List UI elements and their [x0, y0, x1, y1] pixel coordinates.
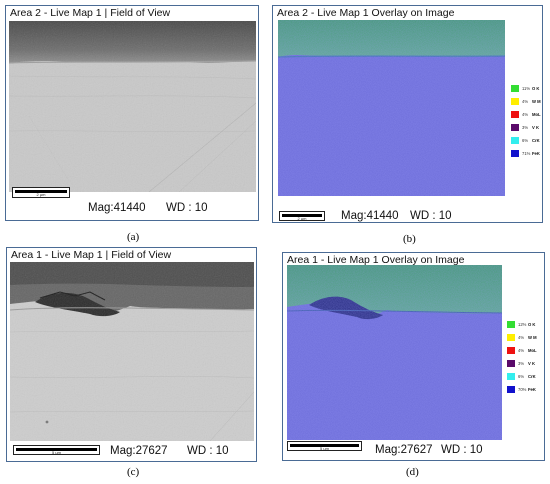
panel-c-scalebar: 5 µm	[13, 445, 100, 455]
legend-swatch	[511, 97, 519, 105]
panel-b-caption: (b)	[403, 233, 416, 245]
legend-swatch	[507, 359, 515, 367]
legend-item: 4% W M	[507, 333, 537, 341]
panel-b-working-distance: WD : 10	[410, 210, 452, 222]
legend-pct: 6%	[518, 373, 525, 379]
legend-element: CrK	[528, 373, 536, 379]
legend-element: O K	[532, 85, 540, 91]
panel-d-overlay-map	[287, 265, 502, 440]
panel-d: Area 1 - Live Map 1 Overlay on Image 12%…	[282, 252, 545, 461]
legend-swatch	[511, 110, 519, 118]
legend-pct: 4%	[518, 334, 525, 340]
panel-a-micrograph	[9, 21, 256, 192]
legend-swatch	[507, 385, 515, 393]
legend-pct: 71%	[522, 150, 531, 156]
panel-c-scalebar-label: 5 µm	[52, 450, 61, 455]
legend-swatch	[511, 149, 519, 157]
legend-item: 4% W M	[511, 97, 541, 105]
legend-swatch	[507, 372, 515, 380]
panel-a-magnification: Mag:41440	[88, 202, 146, 214]
legend-element: O K	[528, 321, 536, 327]
panel-c-scalebar-bar	[16, 448, 97, 451]
panel-b-scalebar-bar	[282, 214, 322, 217]
legend-element: FeK	[528, 386, 536, 392]
legend-element: MoL	[528, 347, 537, 353]
panel-a-scalebar-bar	[15, 190, 67, 193]
panel-b-overlay-map	[278, 20, 505, 196]
panel-d-magnification: Mag:27627	[375, 444, 433, 456]
panel-a-scalebar-label: 2 µm	[36, 192, 46, 197]
panel-a: Area 2 - Live Map 1 | Field of View 2 µm…	[5, 5, 259, 221]
panel-c-magnification: Mag:27627	[110, 445, 168, 457]
panel-a-working-distance: WD : 10	[166, 202, 208, 214]
panel-b-scalebar-label: 2 µm	[297, 216, 307, 221]
legend-swatch	[511, 84, 519, 92]
legend-pct: 12%	[518, 321, 527, 327]
panel-b-legend: 11% O K 4% W M 4% MoL 3% V K 6% CrK 71% FeK	[511, 84, 541, 162]
legend-pct: 4%	[522, 111, 529, 117]
panel-b: Area 2 - Live Map 1 Overlay on Image 11%…	[272, 5, 543, 223]
legend-pct: 11%	[522, 85, 531, 91]
panel-a-caption: (a)	[127, 231, 140, 243]
legend-element: MoL	[532, 111, 541, 117]
legend-pct: 70%	[518, 386, 527, 392]
panel-d-caption: (d)	[406, 466, 419, 478]
legend-pct: 6%	[522, 137, 529, 143]
legend-swatch	[511, 123, 519, 131]
legend-element: FeK	[532, 150, 540, 156]
panel-c-micrograph	[10, 262, 254, 441]
panel-d-scalebar-label: 5 µm	[320, 446, 329, 451]
legend-item: 71% FeK	[511, 149, 541, 157]
legend-pct: 4%	[518, 347, 525, 353]
legend-element: W M	[532, 98, 541, 104]
legend-item: 3% V K	[511, 123, 541, 131]
panel-b-scalebar: 2 µm	[279, 211, 325, 221]
legend-pct: 4%	[522, 98, 529, 104]
panel-d-scalebar-bar	[290, 444, 359, 447]
legend-item: 4% MoL	[511, 110, 541, 118]
legend-item: 4% MoL	[507, 346, 537, 354]
legend-element: W M	[528, 334, 537, 340]
legend-element: V K	[528, 360, 535, 366]
panel-d-working-distance: WD : 10	[441, 444, 483, 456]
panel-b-magnification: Mag:41440	[341, 210, 399, 222]
panel-a-title: Area 2 - Live Map 1 | Field of View	[10, 7, 171, 19]
panel-c-caption: (c)	[127, 466, 140, 478]
legend-item: 11% O K	[511, 84, 541, 92]
legend-element: CrK	[532, 137, 540, 143]
legend-swatch	[507, 346, 515, 354]
legend-item: 12% O K	[507, 320, 537, 328]
legend-swatch	[511, 136, 519, 144]
legend-item: 6% CrK	[511, 136, 541, 144]
panel-c-title: Area 1 - Live Map 1 | Field of View	[11, 249, 172, 261]
panel-d-legend: 12% O K 4% W M 4% MoL 3% V K 6% CrK 70% FeK	[507, 320, 537, 398]
panel-b-title: Area 2 - Live Map 1 Overlay on Image	[277, 7, 455, 19]
legend-item: 70% FeK	[507, 385, 537, 393]
legend-item: 6% CrK	[507, 372, 537, 380]
panel-a-scalebar: 2 µm	[12, 187, 70, 198]
panel-d-scalebar: 5 µm	[287, 441, 362, 451]
legend-element: V K	[532, 124, 539, 130]
panel-c-working-distance: WD : 10	[187, 445, 229, 457]
panel-d-title: Area 1 - Live Map 1 Overlay on Image	[287, 254, 465, 266]
legend-item: 3% V K	[507, 359, 537, 367]
legend-pct: 3%	[522, 124, 529, 130]
legend-pct: 3%	[518, 360, 525, 366]
legend-swatch	[507, 320, 515, 328]
panel-c: Area 1 - Live Map 1 | Field of View 5 µm…	[6, 247, 257, 462]
legend-swatch	[507, 333, 515, 341]
